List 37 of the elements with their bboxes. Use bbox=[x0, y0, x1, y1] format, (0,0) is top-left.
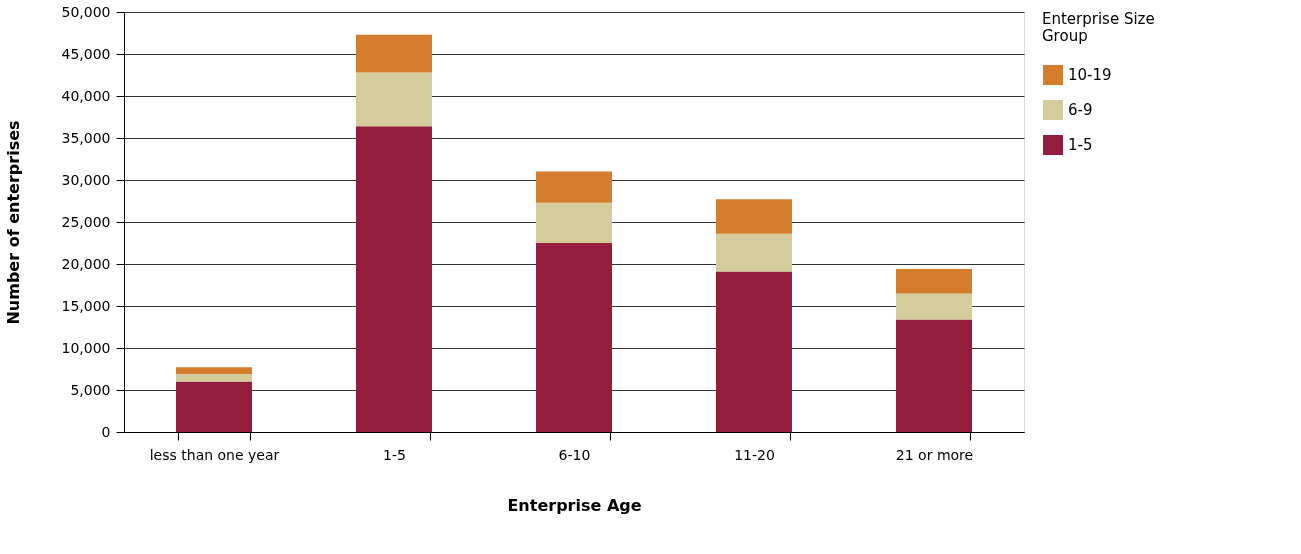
bar bbox=[896, 293, 972, 320]
bar bbox=[536, 202, 612, 243]
legend-label: 1-5 bbox=[1068, 136, 1093, 154]
legend-title: Enterprise Size Group bbox=[1042, 10, 1155, 45]
y-tick-label: 35,000 bbox=[61, 129, 111, 146]
y-tick-label: 20,000 bbox=[61, 255, 111, 272]
x-tick-label: 11-20 bbox=[734, 446, 775, 463]
x-axis-title: Enterprise Age bbox=[507, 495, 642, 515]
y-tick-label: 10,000 bbox=[61, 339, 111, 356]
bar bbox=[176, 374, 252, 382]
legend-label: 10-19 bbox=[1068, 66, 1112, 84]
y-tick-label: 40,000 bbox=[61, 87, 111, 104]
y-tick-label: 50,000 bbox=[61, 3, 111, 20]
bar bbox=[176, 367, 252, 375]
bar bbox=[536, 243, 612, 432]
y-tick-label: 0 bbox=[101, 423, 111, 440]
y-tick-label: 25,000 bbox=[61, 213, 111, 230]
x-tick-label: 21 or more bbox=[895, 446, 974, 463]
bar bbox=[536, 171, 612, 203]
x-tick-label: less than one year bbox=[149, 446, 280, 463]
bar bbox=[176, 381, 252, 432]
bar bbox=[716, 233, 792, 272]
y-tick-label: 15,000 bbox=[61, 297, 111, 314]
bar bbox=[356, 34, 432, 73]
bar bbox=[716, 199, 792, 234]
y-tick-label: 45,000 bbox=[61, 45, 111, 62]
bar bbox=[356, 126, 432, 432]
y-tick-label: 5,000 bbox=[70, 381, 111, 398]
bar bbox=[356, 72, 432, 127]
legend-label: 6-9 bbox=[1068, 101, 1093, 119]
y-axis-title: Number of enterprises bbox=[3, 120, 23, 325]
y-tick-label: 30,000 bbox=[61, 171, 111, 188]
bar bbox=[896, 269, 972, 294]
x-tick-label: 1-5 bbox=[383, 446, 406, 463]
x-tick-label: 6-10 bbox=[558, 446, 591, 463]
bar bbox=[716, 271, 792, 432]
bar bbox=[896, 319, 972, 432]
